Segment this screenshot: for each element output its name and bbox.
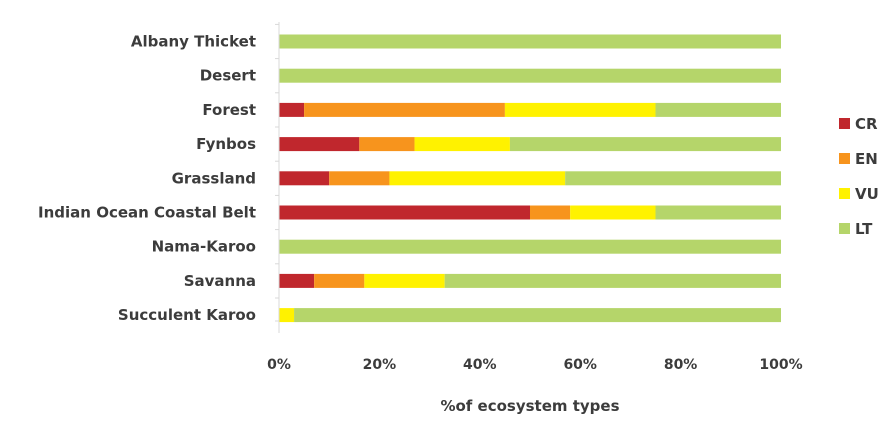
bar-indian-ocean-coastal-belt-lt [655,205,781,220]
category-label-succulent-karoo: Succulent Karoo [118,306,256,324]
bar-savanna-lt [444,273,781,288]
category-label-fynbos: Fynbos [196,135,256,153]
category-label-grassland: Grassland [172,169,256,187]
bar-forest-lt [655,102,781,117]
bar-desert-lt [279,68,781,83]
bar-indian-ocean-coastal-belt-cr [279,205,530,220]
category-label-savanna: Savanna [184,272,256,290]
bar-forest-cr [279,102,305,117]
bar-grassland-lt [565,171,781,186]
legend-swatch-lt [839,223,850,234]
bar-indian-ocean-coastal-belt-vu [570,205,656,220]
x-tick-label: 60% [563,357,597,373]
category-label-indian-ocean-coastal-belt: Indian Ocean Coastal Belt [38,204,256,222]
bar-fynbos-cr [279,137,360,152]
bar-forest-vu [504,102,656,117]
bar-fynbos-lt [509,137,781,152]
bars-group [279,34,781,323]
bar-savanna-vu [364,273,445,288]
category-label-nama-karoo: Nama-Karoo [152,238,256,256]
bar-fynbos-en [359,137,415,152]
legend-swatch-cr [839,118,850,129]
legend-label-en: EN [855,150,878,168]
category-label-albany-thicket: Albany Thicket [131,33,256,51]
bar-savanna-en [314,273,365,288]
bar-grassland-vu [389,171,566,186]
x-axis: 0% 20% 40% 60% 80% 100% [267,22,803,373]
bar-grassland-cr [279,171,330,186]
bar-grassland-en [329,171,390,186]
x-axis-title: %of ecosystem types [440,397,619,415]
x-tick-label: 20% [363,357,397,373]
legend-label-cr: CR [855,115,878,133]
bar-forest-en [304,102,505,117]
legend-swatch-en [839,153,850,164]
category-labels: Albany Thicket Desert Forest Fynbos Grasslan… [38,33,256,325]
category-label-desert: Desert [200,67,256,85]
category-label-forest: Forest [202,101,256,119]
legend: CR EN VU LT [839,115,879,238]
legend-label-lt: LT [855,220,873,238]
x-tick-label: 80% [664,357,698,373]
legend-label-vu: VU [855,185,879,203]
bar-nama-karoo-lt [279,239,781,254]
x-tick-label: 0% [267,357,291,373]
bar-succulent-karoo-lt [294,308,781,323]
legend-swatch-vu [839,188,850,199]
bar-savanna-cr [279,273,315,288]
bar-succulent-karoo-vu [279,308,295,323]
x-tick-label: 40% [463,357,497,373]
x-tick-label: 100% [759,357,802,373]
bar-albany-thicket-lt [279,34,781,49]
bar-fynbos-vu [414,137,510,152]
bar-indian-ocean-coastal-belt-en [530,205,571,220]
